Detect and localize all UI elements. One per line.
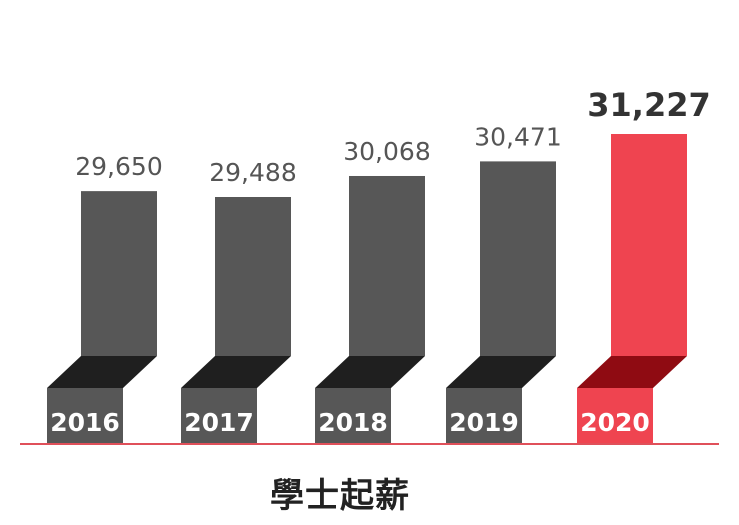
bars-layer: 2016 29,650 2017 29,488 2018 30,068 2019 30,471…	[47, 86, 711, 444]
year-label-2018: 2018	[318, 408, 388, 437]
bar-2017	[215, 197, 291, 356]
bar-shelf-2019	[446, 356, 556, 388]
bar-shelf-2017	[181, 356, 291, 388]
value-label-2020: 31,227	[587, 86, 710, 124]
bar-base-2018	[315, 388, 391, 444]
year-label-2020: 2020	[580, 408, 650, 437]
bar-2019	[480, 161, 556, 356]
year-label-2019: 2019	[449, 408, 519, 437]
year-label-2017: 2017	[184, 408, 254, 437]
value-label-2017: 29,488	[209, 158, 296, 187]
bar-2020	[611, 134, 687, 356]
bar-base-2019	[446, 388, 522, 444]
bar-base-2016	[47, 388, 123, 444]
year-label-2016: 2016	[50, 408, 120, 437]
bar-2018	[349, 175, 425, 356]
value-label-2019: 30,471	[474, 122, 561, 151]
value-label-2018: 30,068	[343, 137, 430, 166]
bar-base-2017	[181, 388, 257, 444]
bar-shelf-2020	[577, 356, 687, 388]
bar-shelf-2016	[47, 356, 157, 388]
chart-title: 學士起薪	[270, 476, 410, 516]
bar-shelf-2018	[315, 356, 425, 388]
value-label-2016: 29,650	[75, 152, 162, 181]
bar-2016	[81, 191, 157, 356]
bar-base-2020	[577, 388, 653, 444]
